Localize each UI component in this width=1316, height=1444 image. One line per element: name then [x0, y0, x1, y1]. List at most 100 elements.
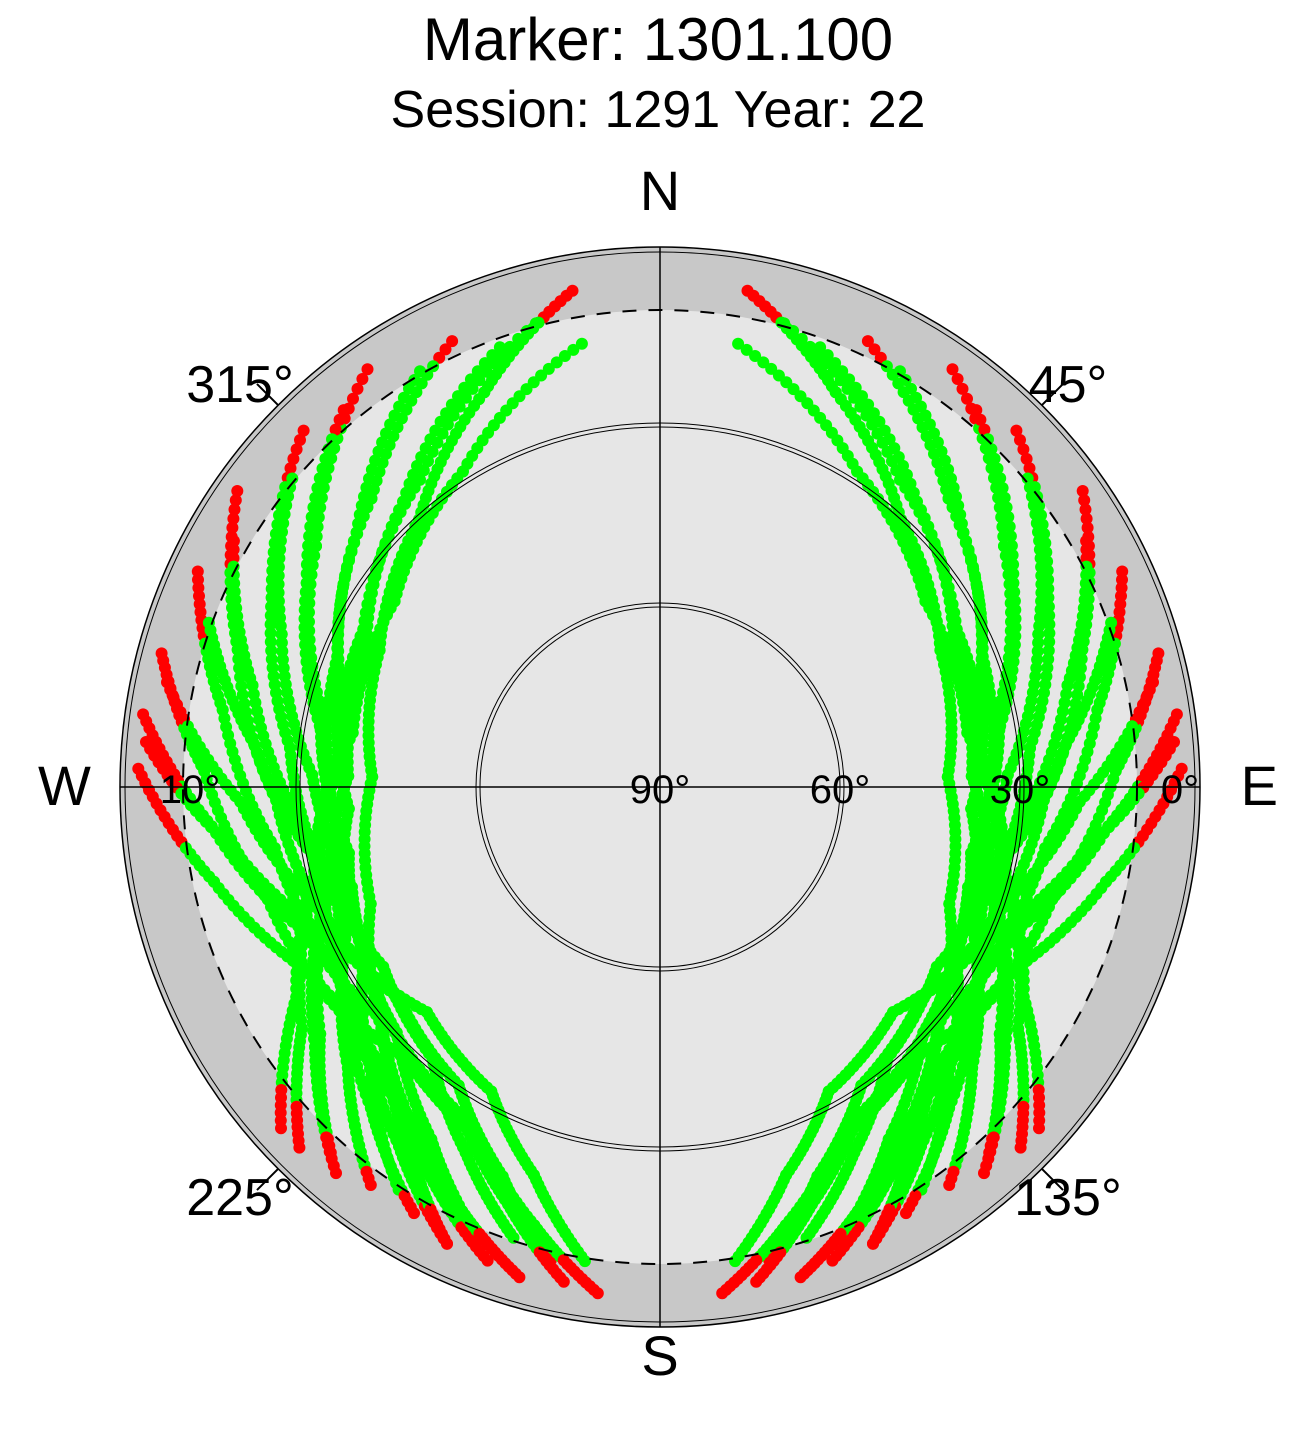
tracked-point: [419, 442, 432, 455]
low-elevation-point: [481, 1254, 494, 1267]
tracked-point: [298, 612, 311, 625]
low-elevation-point: [961, 392, 973, 405]
compass-south-label: S: [641, 1324, 678, 1387]
tracked-point: [950, 490, 962, 503]
low-elevation-point: [229, 494, 242, 507]
tracked-point: [372, 445, 385, 458]
tracked-point: [307, 501, 320, 514]
tracked-point: [415, 451, 428, 463]
tracked-point: [883, 433, 896, 446]
tracked-point: [363, 472, 375, 485]
tracked-point: [301, 549, 314, 562]
tracked-point: [928, 427, 940, 440]
low-elevation-point: [227, 512, 240, 525]
tracked-point: [264, 627, 277, 640]
tracked-point: [910, 391, 923, 404]
tracked-point: [471, 365, 484, 378]
tracked-point: [299, 586, 312, 598]
tracked-point: [550, 356, 563, 369]
tracked-point: [316, 462, 329, 475]
tracked-point: [914, 400, 927, 413]
low-elevation-point: [978, 1167, 990, 1180]
tracked-point: [273, 552, 286, 565]
tracked-point: [919, 409, 932, 422]
tracked-point: [458, 381, 471, 394]
low-elevation-point: [861, 335, 874, 348]
tracked-point: [408, 374, 421, 386]
tracked-point: [757, 356, 770, 369]
low-elevation-point: [867, 1237, 879, 1250]
satellite-tracks: [132, 284, 1188, 1300]
title-block: Marker: 1301.100 Session: 1291 Year: 22: [0, 0, 1316, 137]
tracked-point: [1014, 980, 1027, 993]
tracked-point: [878, 424, 891, 437]
tracked-point: [274, 543, 287, 556]
tracked-point: [369, 454, 382, 467]
satellite-track: [358, 284, 579, 1250]
tracked-point: [265, 644, 278, 657]
low-elevation-point: [364, 1179, 377, 1191]
azimuth-label: 315°: [186, 356, 294, 414]
tracked-point: [234, 671, 247, 684]
elevation-label: 90°: [630, 768, 691, 812]
tracked-point: [445, 398, 458, 411]
tracked-point: [305, 511, 318, 523]
elevation-label: 10°: [160, 768, 221, 812]
tracked-point: [856, 390, 868, 403]
low-elevation-point: [228, 503, 241, 516]
tracked-point: [355, 499, 368, 512]
tracked-point: [894, 365, 906, 378]
tracked-point: [299, 638, 312, 651]
tracked-point: [567, 343, 580, 356]
compass-north-label: N: [640, 159, 680, 222]
low-elevation-point: [330, 1167, 342, 1180]
tracked-point: [478, 357, 491, 370]
low-elevation-point: [750, 1275, 763, 1288]
tracked-point: [954, 508, 967, 521]
tracked-point: [836, 365, 849, 378]
low-elevation-point: [227, 535, 240, 547]
tracked-point: [729, 1255, 742, 1268]
low-elevation-point: [227, 552, 240, 565]
low-elevation-point: [226, 521, 239, 534]
tracked-point: [276, 526, 288, 538]
low-elevation-point: [297, 424, 310, 437]
tracked-point: [493, 341, 506, 354]
low-elevation-point: [956, 382, 969, 395]
low-elevation-point: [275, 1122, 287, 1135]
tracked-point: [507, 1231, 520, 1244]
tracked-point: [904, 477, 917, 490]
tracked-point: [365, 463, 378, 476]
tracked-point: [829, 357, 842, 370]
low-elevation-point: [1033, 1122, 1045, 1135]
tracked-point: [843, 373, 856, 386]
tracked-point: [575, 337, 588, 350]
tracked-point: [311, 482, 324, 494]
tracked-point: [931, 436, 944, 449]
tracked-point: [272, 569, 285, 582]
tracked-point: [300, 567, 313, 580]
tracked-point: [293, 980, 306, 993]
tracked-point: [486, 349, 499, 362]
low-elevation-point: [716, 1287, 729, 1300]
tracked-point: [403, 477, 416, 490]
low-elevation-point: [591, 1287, 604, 1300]
tracked-point: [952, 499, 965, 512]
tracked-point: [873, 415, 886, 428]
azimuth-label: 45°: [1029, 356, 1108, 414]
tracked-point: [397, 391, 410, 404]
tracked-point: [905, 382, 917, 395]
low-elevation-point: [900, 1207, 912, 1220]
tracked-point: [862, 398, 875, 411]
tracked-point: [376, 436, 389, 449]
tracked-point: [302, 539, 315, 552]
tracked-point: [303, 530, 316, 543]
tracked-point: [424, 433, 437, 446]
tracked-point: [298, 621, 311, 634]
low-elevation-point: [446, 335, 459, 348]
low-elevation-point: [333, 413, 346, 426]
compass-east-label: E: [1241, 754, 1278, 817]
tracked-point: [358, 490, 370, 503]
tracked-point: [300, 577, 313, 589]
